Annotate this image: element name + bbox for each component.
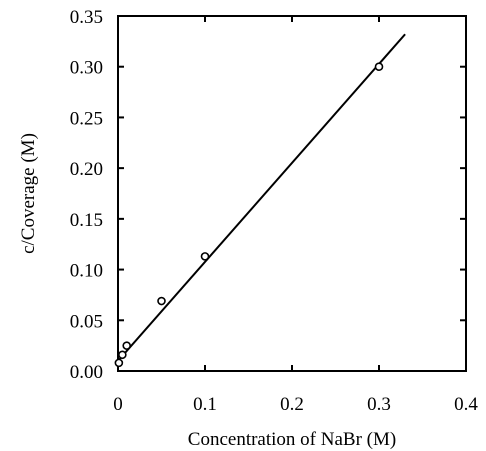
y-tick-label: 0.05: [70, 311, 103, 332]
x-tick-label: 0.4: [454, 394, 478, 415]
y-tick-label: 0.35: [70, 7, 103, 28]
y-tick-label: 0.15: [70, 210, 103, 231]
plot-frame-group: [117, 15, 467, 372]
y-tick-label: 0.10: [70, 261, 103, 282]
data-point: [118, 350, 127, 360]
x-axis-label: Concentration of NaBr (M): [188, 429, 396, 450]
y-tick-label: 0.00: [70, 362, 103, 383]
x-tick-label: 0.2: [280, 394, 304, 415]
y-tick-label: 0.20: [70, 159, 103, 180]
x-tick-label: 0.1: [193, 394, 217, 415]
data-point: [157, 296, 166, 306]
ticks-group: 0 0.1 0.2 0.3 0.4 0.00 0.05 0.10 0.15 0.20 0.25 0.3…: [70, 7, 479, 415]
data-point: [122, 341, 131, 350]
plot-frame: [117, 15, 467, 372]
data-point: [200, 252, 210, 261]
series-group: [114, 33, 406, 368]
data-point: [114, 358, 124, 368]
fit-line: [117, 33, 406, 362]
y-axis-label: c/Coverage (M): [18, 133, 39, 254]
data-point: [374, 62, 384, 72]
y-tick-label: 0.30: [70, 58, 103, 79]
x-tick-label: 0: [113, 394, 123, 415]
y-tick-label: 0.25: [70, 108, 103, 129]
x-tick-label: 0.3: [367, 394, 391, 415]
